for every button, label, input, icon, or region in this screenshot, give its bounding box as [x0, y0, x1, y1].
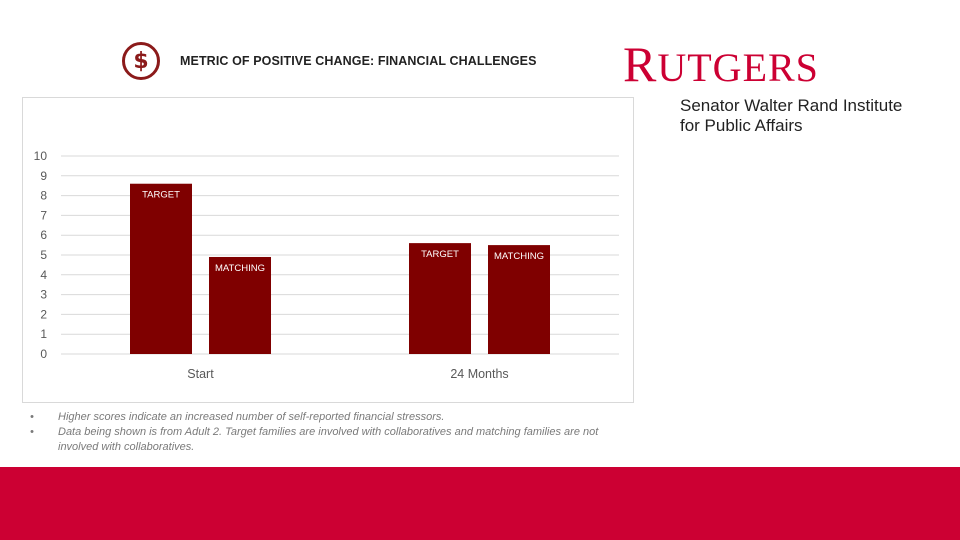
footnotes: • Higher scores indicate an increased nu…: [30, 410, 610, 455]
y-tick-label: 10: [34, 149, 48, 163]
x-category-label: Start: [187, 367, 214, 381]
y-tick-label: 3: [40, 288, 47, 302]
y-tick-label: 9: [40, 169, 47, 183]
bar: [209, 256, 271, 354]
bullet-icon: •: [30, 426, 34, 438]
footnote-text: Higher scores indicate an increased numb…: [58, 411, 445, 423]
rutgers-logo: RUTGERS Senator Walter Rand Institute fo…: [623, 36, 902, 135]
y-tick-label: 7: [40, 208, 47, 222]
bar-data-label: TARGET: [142, 190, 180, 201]
y-tick-label: 0: [40, 347, 47, 361]
bar: [130, 183, 192, 354]
bar-data-label: MATCHING: [215, 263, 265, 274]
footnote-item: • Higher scores indicate an increased nu…: [30, 410, 610, 425]
slide-header: $ METRIC OF POSITIVE CHANGE: FINANCIAL C…: [122, 42, 537, 80]
bar-data-label: TARGET: [421, 249, 459, 260]
logo-subtitle-line2: for Public Affairs: [680, 116, 803, 135]
y-tick-label: 1: [40, 327, 47, 341]
bar: [488, 245, 550, 354]
logo-subtitle-line1: Senator Walter Rand Institute: [680, 96, 903, 115]
logo-wordmark: RUTGERS: [623, 36, 819, 92]
x-category-label: 24 Months: [450, 367, 508, 381]
y-tick-label: 4: [40, 268, 47, 282]
footer-bar: [0, 467, 960, 540]
bar-chart: 0 1 2 3 4 5 6 7 8 9 10 TARGET MATCHING Start TARGET MAT…: [34, 149, 619, 381]
slide-title: METRIC OF POSITIVE CHANGE: FINANCIAL CHA…: [180, 54, 537, 68]
dollar-icon: $: [122, 42, 160, 80]
y-tick-label: 5: [40, 248, 47, 262]
y-tick-label: 6: [40, 228, 47, 242]
bullet-icon: •: [30, 411, 34, 423]
bar-data-label: MATCHING: [494, 251, 544, 262]
bar: [409, 243, 471, 354]
footnote-text: Data being shown is from Adult 2. Target…: [58, 426, 599, 453]
y-tick-label: 2: [40, 307, 47, 321]
y-tick-label: 8: [40, 189, 47, 203]
chart-container: 0 1 2 3 4 5 6 7 8 9 10 TARGET MATCHING Start TARGET MAT…: [22, 97, 634, 403]
footnote-item: • Data being shown is from Adult 2. Targ…: [30, 425, 610, 455]
